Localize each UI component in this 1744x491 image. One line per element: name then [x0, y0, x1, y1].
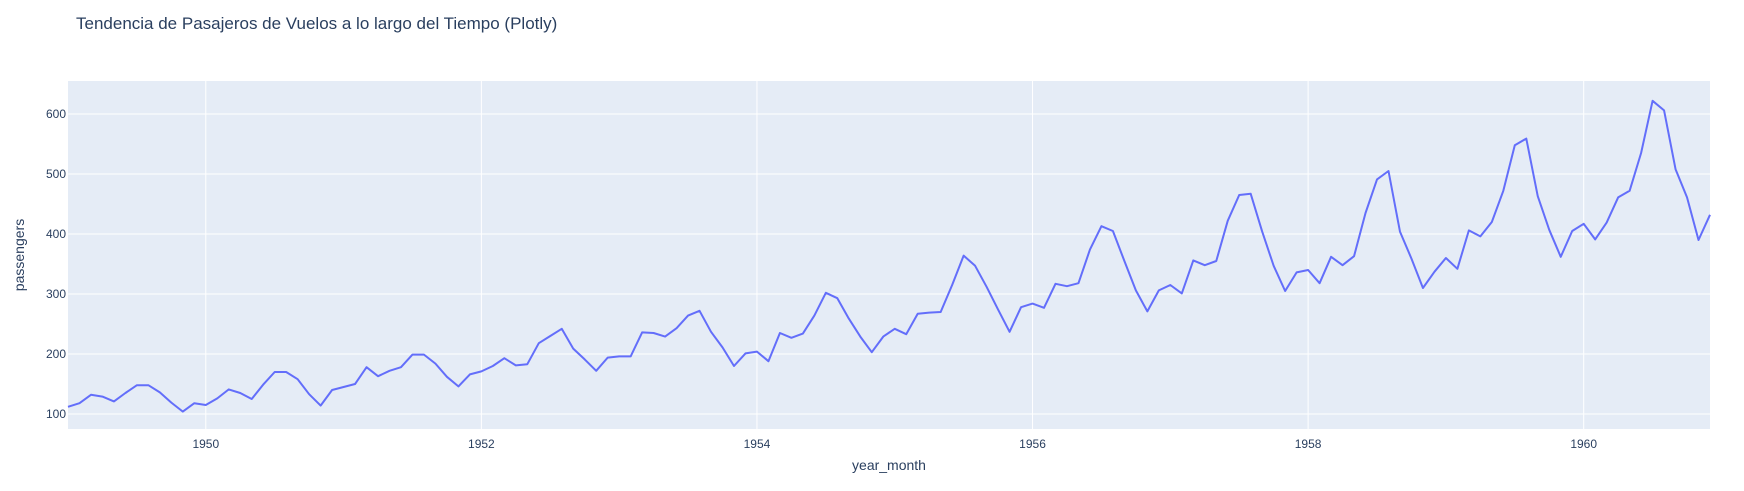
series-line: [67, 99, 1711, 413]
x-tick-label: 1950: [192, 437, 219, 451]
x-axis-ticks: 1950 1952 1954 1956 1958 1960: [192, 437, 1597, 451]
x-tick-label: 1960: [1570, 437, 1597, 451]
y-tick-label: 600: [46, 107, 66, 121]
y-tick-label: 400: [46, 227, 66, 241]
x-tick-label: 1956: [1019, 437, 1046, 451]
x-tick-label: 1958: [1295, 437, 1322, 451]
y-tick-label: 100: [46, 407, 66, 421]
chart-title: Tendencia de Pasajeros de Vuelos a lo la…: [76, 14, 557, 33]
y-tick-label: 200: [46, 347, 66, 361]
y-tick-label: 300: [46, 287, 66, 301]
x-tick-label: 1954: [744, 437, 771, 451]
x-tick-label: 1952: [468, 437, 495, 451]
gridlines: [68, 81, 1710, 429]
series-layer: [67, 99, 1711, 413]
y-axis-label: passengers: [11, 219, 27, 291]
y-axis-ticks: 100 200 300 400 500 600: [46, 107, 66, 421]
x-axis-label: year_month: [852, 457, 926, 473]
y-tick-label: 500: [46, 167, 66, 181]
plot-area: [68, 81, 1710, 429]
